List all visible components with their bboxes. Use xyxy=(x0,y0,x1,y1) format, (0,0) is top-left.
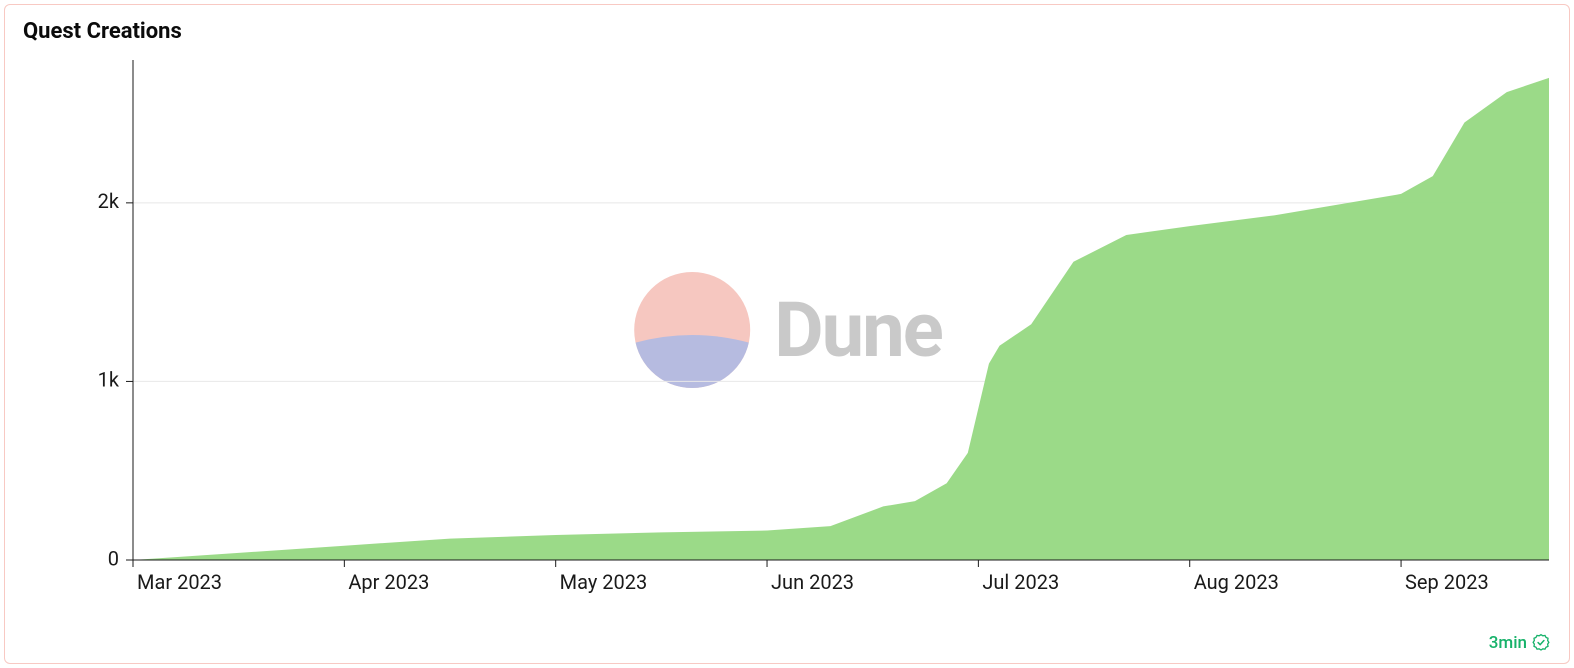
chart-footer: 3min xyxy=(1489,633,1551,653)
x-tick-label: Aug 2023 xyxy=(1194,570,1279,594)
x-tick-label: Mar 2023 xyxy=(137,570,222,594)
area-chart-svg: 0 1k 2k Mar 2023 Apr 2023 May 2023 Jun 2023 Jul… xyxy=(23,50,1551,610)
chart-area: Dune 01k2kMar 2023Apr 2023May 2023Jun 20… xyxy=(23,50,1551,610)
chart-card: Quest Creations Dune 01k2kMar 2023Apr 20… xyxy=(4,4,1570,664)
chart-title: Quest Creations xyxy=(23,19,1551,44)
x-tick-label: Sep 2023 xyxy=(1405,570,1489,594)
x-tick-label: Apr 2023 xyxy=(348,570,429,594)
y-tick-label: 2k xyxy=(98,189,120,213)
y-tick-label: 1k xyxy=(98,368,120,392)
y-tick-label: 0 xyxy=(108,546,119,570)
x-tick-label: May 2023 xyxy=(560,570,648,594)
area-series xyxy=(133,78,1549,560)
verified-badge-icon xyxy=(1531,633,1551,653)
x-tick-label: Jun 2023 xyxy=(771,570,854,594)
x-tick-label: Jul 2023 xyxy=(982,570,1059,594)
refresh-time-label: 3min xyxy=(1489,633,1527,653)
